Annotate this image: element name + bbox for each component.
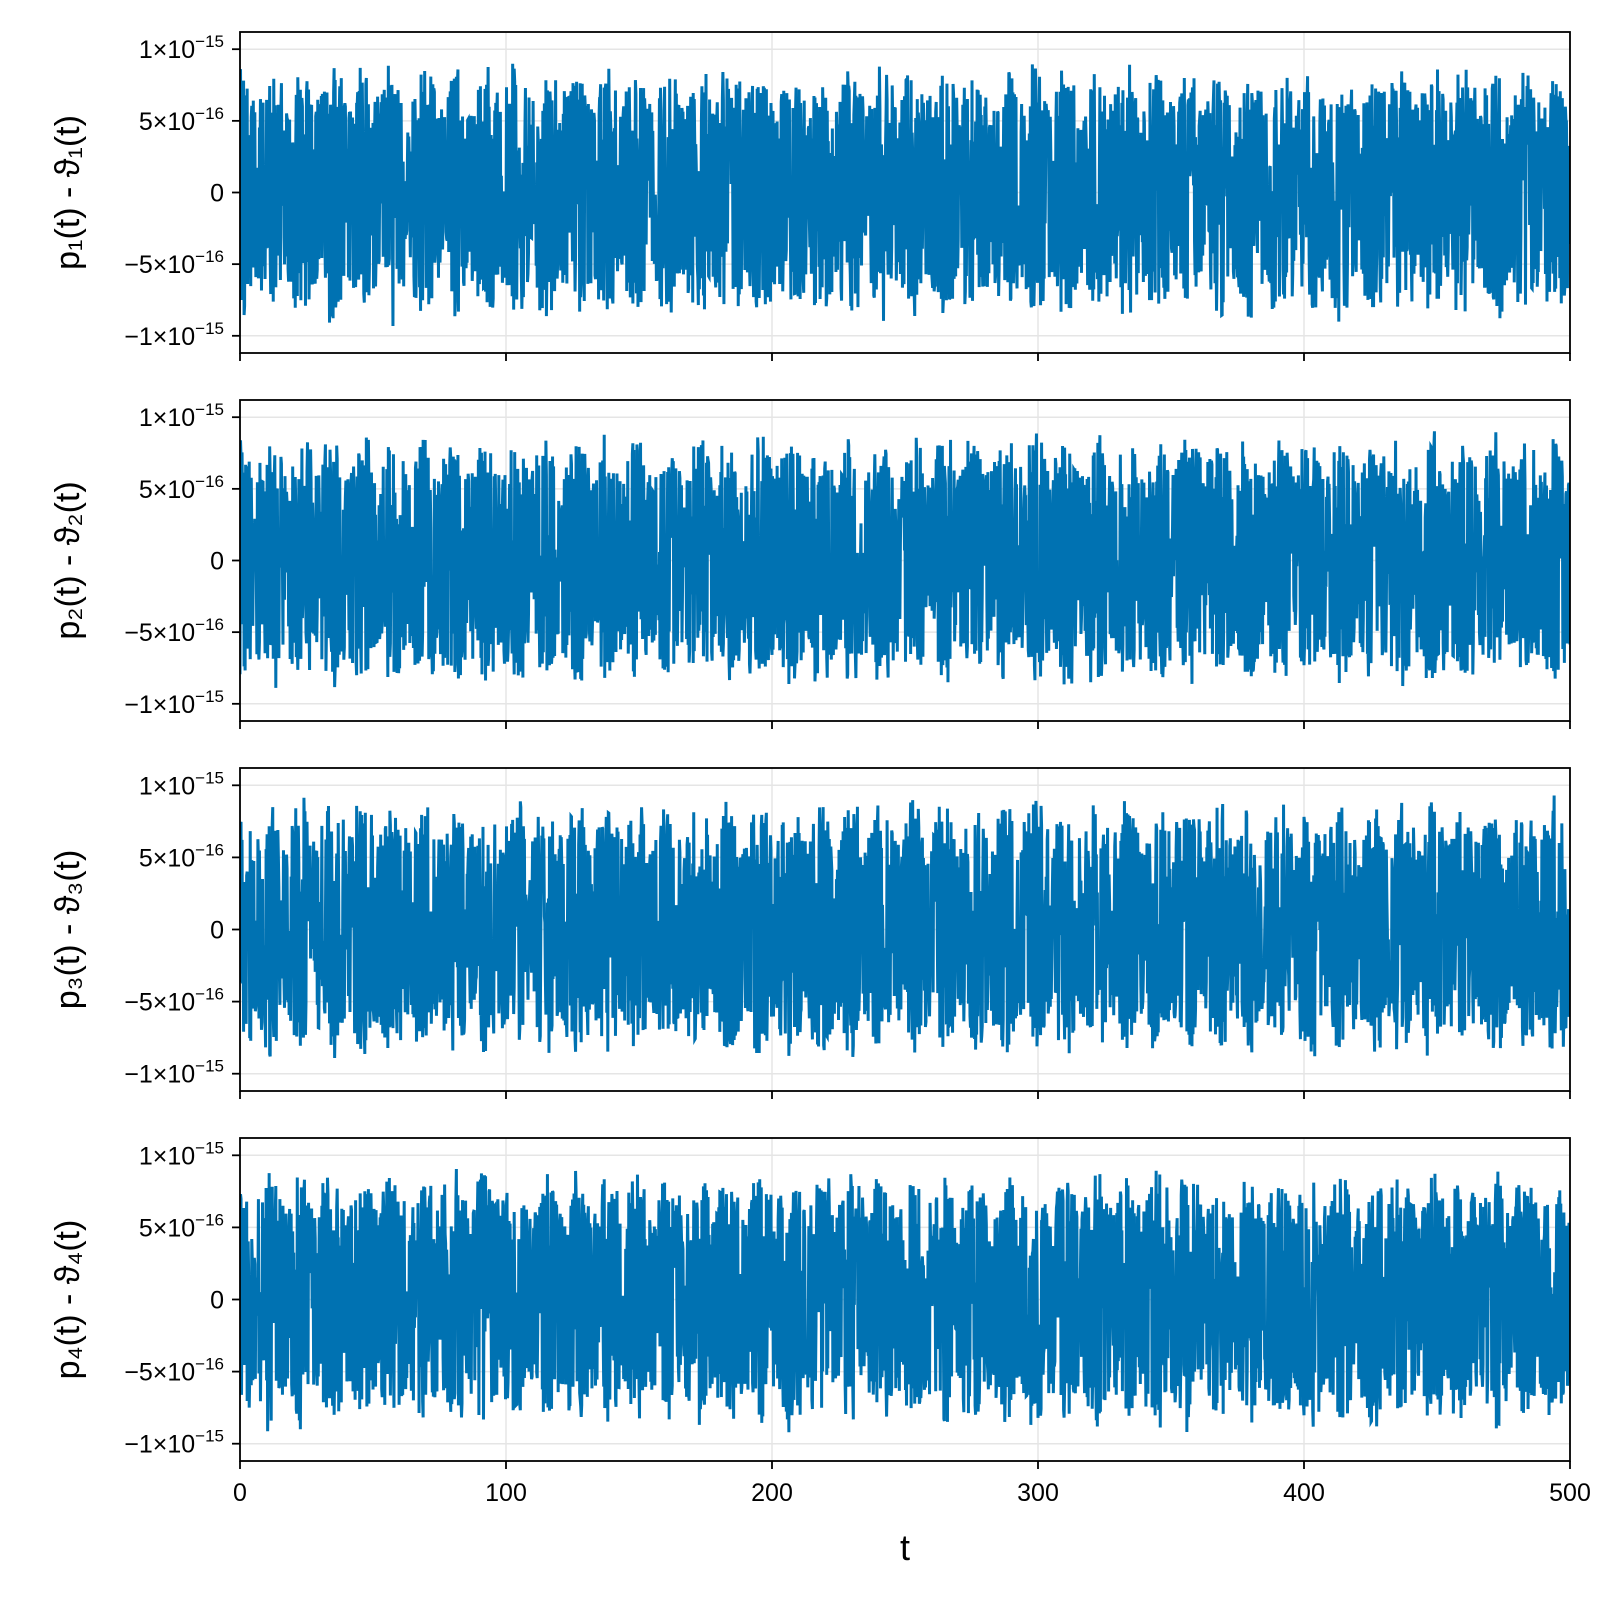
series-line: [240, 431, 1570, 688]
y-tick-label: 1×10−15: [139, 1138, 224, 1170]
y-tick-label: 1×10−15: [139, 32, 224, 64]
y-axis-label: p₂(t) - ϑ₂(t): [49, 481, 87, 639]
y-tick-label: 0: [210, 180, 224, 208]
y-tick-label: 5×10−16: [139, 840, 224, 872]
y-tick-label: 1×10−15: [139, 768, 224, 800]
x-tick-label: 100: [485, 1479, 527, 1507]
series-line: [240, 1168, 1570, 1433]
x-axis-label: t: [900, 1527, 910, 1568]
y-tick-label: 5×10−16: [139, 104, 224, 136]
y-tick-label: −5×10−16: [124, 615, 224, 647]
y-tick-label: −1×10−15: [124, 687, 224, 719]
y-tick-label: 1×10−15: [139, 400, 224, 432]
panel-3: 1×10−15 5×10−16 0 −5×10−16 −1×10−15 p₃(t) - ϑ…: [49, 767, 1571, 1099]
x-tick-label: 200: [751, 1479, 793, 1507]
y-tick-label: −1×10−15: [124, 319, 224, 351]
x-tick-label: 0: [233, 1479, 247, 1507]
panel-2: 1×10−15 5×10−16 0 −5×10−16 −1×10−15 p₂(t) - ϑ…: [49, 399, 1571, 729]
panel-4: 1×10−15 5×10−16 0 −5×10−16 −1×10−15 0 100 200 30…: [49, 1137, 1591, 1568]
y-tick-label: 0: [210, 917, 224, 945]
y-tick-label: 5×10−16: [139, 1210, 224, 1242]
y-tick-label: 5×10−16: [139, 472, 224, 504]
x-tick-label: 400: [1283, 1479, 1325, 1507]
x-tick-label: 300: [1017, 1479, 1059, 1507]
series-line: [240, 63, 1570, 327]
y-tick-label: −5×10−16: [124, 1355, 224, 1387]
y-axis-label: p₁(t) - ϑ₁(t): [49, 115, 87, 270]
panel-1: 1×10−15 5×10−16 0 −5×10−16 −1×10−15 p₁(t) - ϑ…: [49, 31, 1571, 361]
y-tick-label: 0: [210, 1287, 224, 1315]
y-tick-label: 0: [210, 548, 224, 576]
series-line: [240, 795, 1570, 1058]
y-tick-label: −5×10−16: [124, 985, 224, 1017]
x-tick-label: 500: [1549, 1479, 1591, 1507]
y-axis-label: p₃(t) - ϑ₃(t): [49, 850, 87, 1010]
y-tick-label: −1×10−15: [124, 1057, 224, 1089]
y-tick-label: −5×10−16: [124, 247, 224, 279]
y-tick-label: −1×10−15: [124, 1427, 224, 1459]
y-axis-label: p₄(t) - ϑ₄(t): [49, 1220, 87, 1380]
